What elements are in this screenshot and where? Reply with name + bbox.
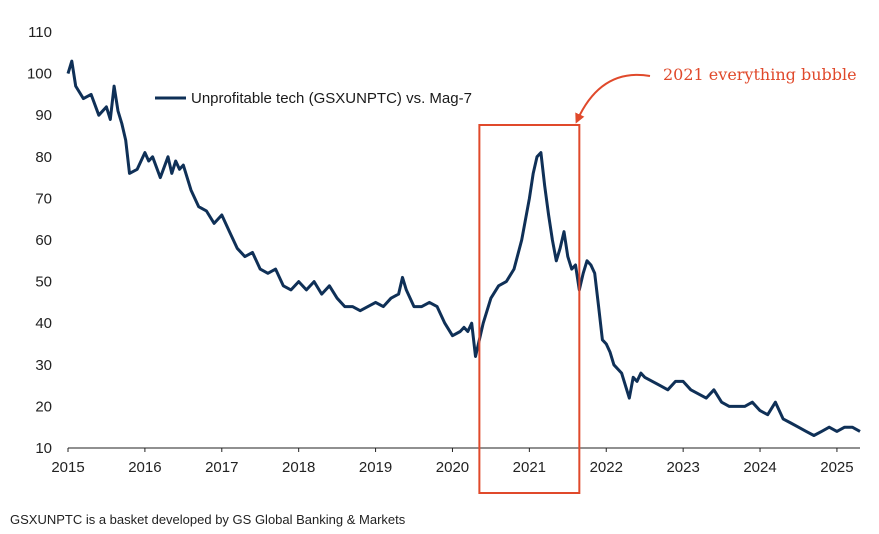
x-tick-label: 2017 [205,459,238,476]
y-tick-label: 50 [35,274,52,291]
x-tick-label: 2016 [128,459,161,476]
y-tick-label: 20 [35,398,52,415]
highlight-box-2021 [478,124,581,494]
y-tick-label: 90 [35,107,52,124]
y-axis-ticks: 10 20 30 40 50 60 70 80 90 100 110 [27,24,52,457]
y-tick-label: 70 [35,190,52,207]
x-axis-tick-marks [67,448,838,452]
series-line-gsxunptc [66,59,861,437]
y-tick-label: 110 [28,24,52,41]
x-tick-label: 2015 [51,459,84,476]
x-tick-label: 2022 [590,459,623,476]
y-tick-label: 80 [35,149,52,166]
y-tick-label: 100 [27,66,52,83]
x-tick-label: 2021 [513,459,546,476]
y-tick-label: 60 [35,232,52,249]
y-tick-label: 30 [35,357,52,374]
x-tick-label: 2024 [743,459,776,476]
x-axis-ticks: 2015 2016 2017 2018 2019 2020 2021 2022 2023 2024… [51,459,853,476]
y-tick-label: 40 [35,315,52,332]
x-tick-label: 2020 [436,459,469,476]
y-tick-label: 10 [35,440,52,457]
annotation-label: 2021 everything bubble [663,65,857,84]
annotation-arrow [575,73,651,124]
x-tick-label: 2025 [820,459,853,476]
x-tick-label: 2023 [666,459,699,476]
footnote: GSXUNPTC is a basket developed by GS Glo… [10,512,406,527]
x-tick-label: 2018 [282,459,315,476]
legend-label: Unprofitable tech (GSXUNPTC) vs. Mag-7 [191,90,472,107]
x-tick-label: 2019 [359,459,392,476]
